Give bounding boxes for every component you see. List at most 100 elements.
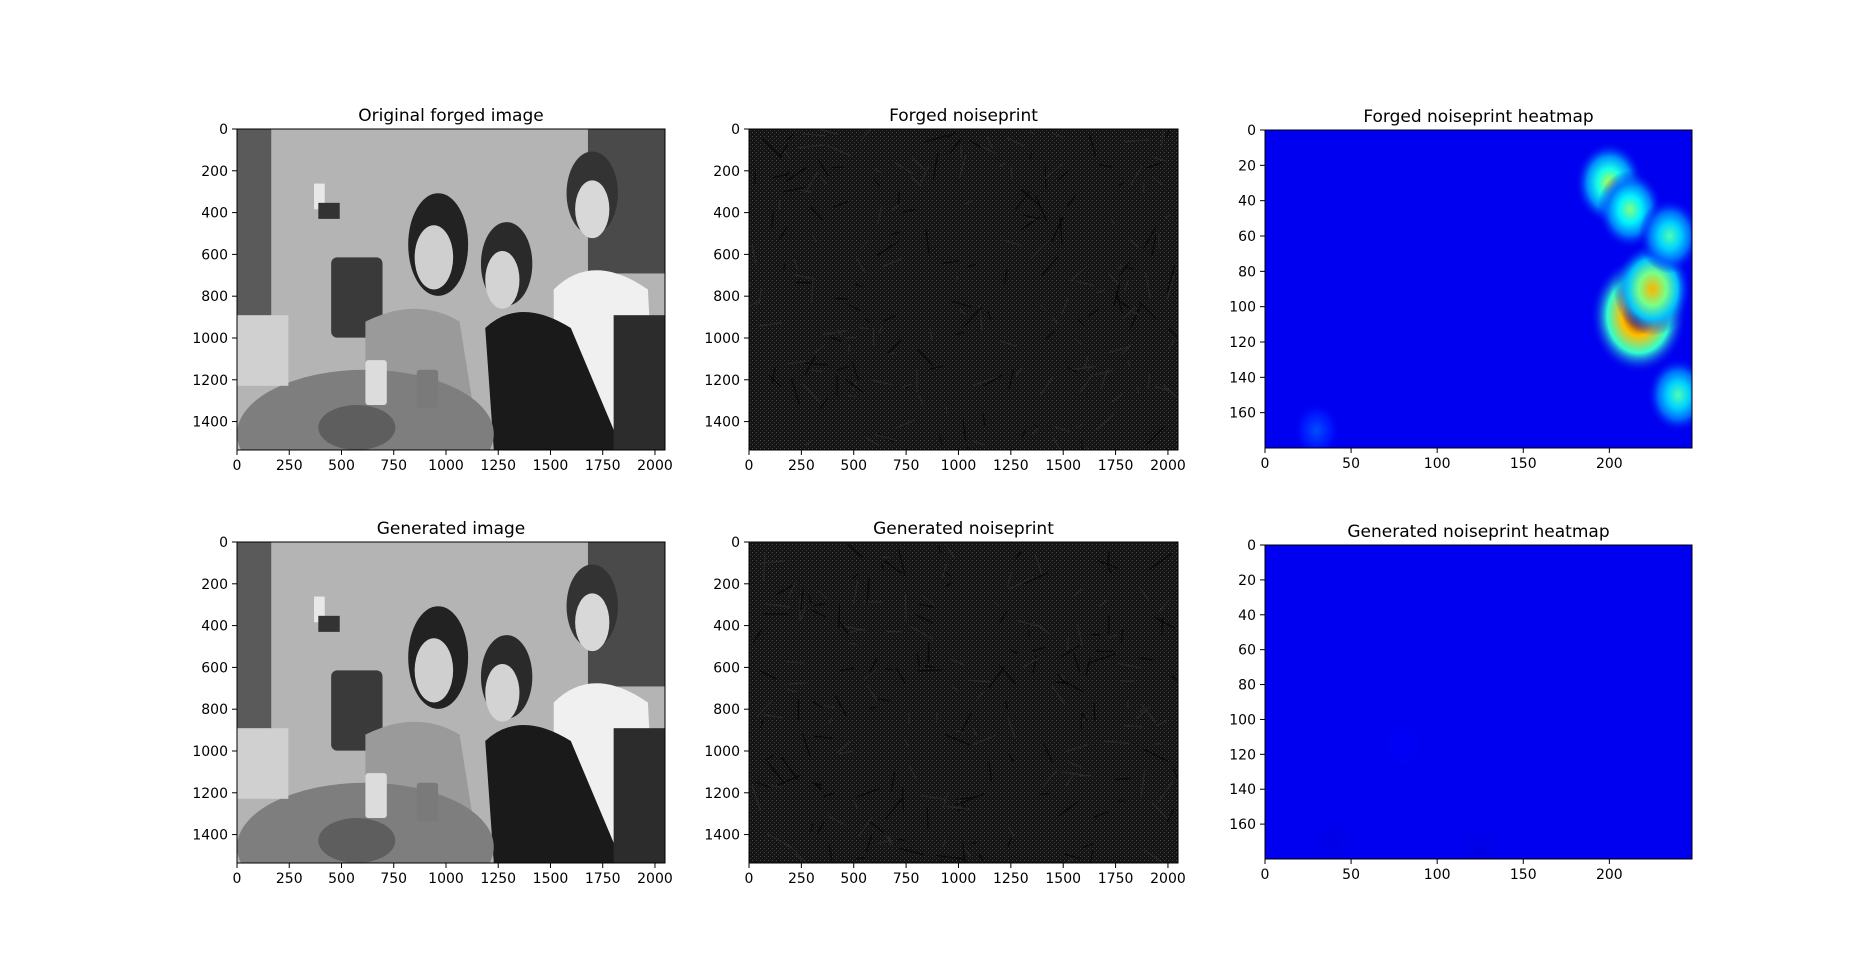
x-tick-label: 100 bbox=[1424, 456, 1451, 472]
y-tick-label: 60 bbox=[1238, 643, 1256, 659]
y-tick-label: 1200 bbox=[192, 786, 228, 802]
y-tick-label: 1000 bbox=[704, 744, 740, 760]
heatmap-hotspot bbox=[1293, 402, 1341, 448]
y-tick-label: 60 bbox=[1238, 229, 1256, 245]
x-tick-label: 250 bbox=[276, 871, 303, 887]
x-tick-label: 1000 bbox=[428, 458, 464, 474]
y-tick-label: 1400 bbox=[704, 828, 740, 844]
y-tick-label: 400 bbox=[713, 619, 740, 635]
y-tick-label: 100 bbox=[1229, 300, 1256, 316]
y-tick-label: 0 bbox=[219, 535, 228, 551]
x-tick-label: 500 bbox=[840, 458, 867, 474]
axes-frame bbox=[236, 128, 666, 451]
y-tick-label: 200 bbox=[713, 577, 740, 593]
x-tick-label: 0 bbox=[233, 871, 242, 887]
y-tick-label: 800 bbox=[713, 289, 740, 305]
subplot-original: 0 250 500 750 1000 1250 1500 1750 2000 0 200 400 600… bbox=[192, 106, 672, 474]
subplot-grid: 0 250 500 750 1000 1250 1500 1750 20000200400600… bbox=[192, 106, 1693, 887]
y-tick-label: 800 bbox=[713, 702, 740, 718]
heatmap-content bbox=[1265, 545, 1692, 859]
y-tick-label: 1400 bbox=[192, 828, 228, 844]
subplot-forged-noise: 0 250 500 750 1000 1250 1500 1750 2000 0 200 400 600… bbox=[704, 106, 1185, 474]
y-tick-label: 800 bbox=[201, 289, 228, 305]
y-tick-label: 400 bbox=[201, 619, 228, 635]
y-tick-label: 40 bbox=[1238, 194, 1256, 210]
x-tick-label: 750 bbox=[380, 871, 407, 887]
y-tick-label: 1200 bbox=[192, 373, 228, 389]
y-tick-label: 600 bbox=[713, 660, 740, 676]
y-tick-label: 20 bbox=[1238, 158, 1256, 174]
x-tick-label: 250 bbox=[276, 458, 303, 474]
subplot-generated-heat: 0 50 100 150 200 0 20 40 60 80 100 120 140 160 Generat… bbox=[1229, 522, 1693, 883]
y-tick-label: 1400 bbox=[704, 415, 740, 431]
heatmap-content bbox=[1265, 130, 1692, 448]
y-tick-label: 160 bbox=[1229, 817, 1256, 833]
y-tick-label: 1200 bbox=[704, 373, 740, 389]
subplot-title: Forged noiseprint heatmap bbox=[1363, 107, 1593, 127]
y-tick-label: 140 bbox=[1229, 370, 1256, 386]
photo-content bbox=[237, 542, 665, 863]
x-tick-label: 100 bbox=[1424, 867, 1451, 883]
x-tick-label: 1750 bbox=[1098, 871, 1134, 887]
y-tick-label: 80 bbox=[1238, 678, 1256, 694]
heatmap-hotspot bbox=[1638, 198, 1692, 274]
y-tick-label: 1200 bbox=[704, 786, 740, 802]
x-tick-label: 1250 bbox=[993, 458, 1029, 474]
x-tick-label: 1500 bbox=[1045, 458, 1081, 474]
y-tick-label: 200 bbox=[713, 164, 740, 180]
x-tick-label: 1250 bbox=[480, 458, 516, 474]
x-tick-label: 0 bbox=[1261, 456, 1270, 472]
y-tick-label: 200 bbox=[201, 577, 228, 593]
noise-content bbox=[749, 129, 1178, 450]
y-tick-label: 120 bbox=[1229, 335, 1256, 351]
x-tick-label: 750 bbox=[893, 458, 920, 474]
y-tick-label: 1000 bbox=[192, 331, 228, 347]
y-tick-label: 0 bbox=[731, 535, 740, 551]
x-tick-label: 250 bbox=[788, 871, 815, 887]
y-tick-label: 600 bbox=[201, 660, 228, 676]
photo-content bbox=[237, 129, 665, 450]
x-tick-label: 1500 bbox=[533, 871, 569, 887]
x-tick-label: 1500 bbox=[1045, 871, 1081, 887]
subplot-title: Original forged image bbox=[358, 106, 543, 126]
x-tick-label: 2000 bbox=[1150, 458, 1186, 474]
y-tick-label: 0 bbox=[1247, 123, 1256, 139]
y-tick-label: 20 bbox=[1238, 573, 1256, 589]
x-tick-label: 0 bbox=[745, 871, 754, 887]
subplot-title: Generated image bbox=[377, 519, 526, 539]
x-tick-label: 1000 bbox=[941, 871, 977, 887]
x-tick-label: 750 bbox=[380, 458, 407, 474]
x-tick-label: 50 bbox=[1342, 456, 1360, 472]
subplot-forged-heat: 0 50 100 150 200 0 20 40 60 80 100 120 140 160 Forged … bbox=[1229, 107, 1693, 472]
x-tick-label: 1000 bbox=[428, 871, 464, 887]
x-tick-label: 150 bbox=[1510, 456, 1537, 472]
x-tick-label: 1750 bbox=[585, 458, 621, 474]
x-tick-label: 500 bbox=[840, 871, 867, 887]
x-tick-label: 750 bbox=[893, 871, 920, 887]
noise-content bbox=[749, 542, 1178, 863]
y-tick-label: 160 bbox=[1229, 406, 1256, 422]
y-tick-label: 140 bbox=[1229, 782, 1256, 798]
heatmap-hotspot bbox=[1313, 817, 1355, 859]
x-tick-label: 500 bbox=[328, 458, 355, 474]
x-tick-label: 1250 bbox=[993, 871, 1029, 887]
x-tick-label: 2000 bbox=[637, 871, 673, 887]
x-tick-label: 500 bbox=[328, 871, 355, 887]
x-tick-label: 50 bbox=[1342, 867, 1360, 883]
axes-frame bbox=[1264, 544, 1693, 860]
subplot-title: Generated noiseprint bbox=[873, 519, 1054, 539]
y-tick-label: 120 bbox=[1229, 747, 1256, 763]
x-tick-label: 0 bbox=[233, 458, 242, 474]
x-tick-label: 250 bbox=[788, 458, 815, 474]
y-tick-label: 40 bbox=[1238, 608, 1256, 624]
x-tick-label: 1750 bbox=[585, 871, 621, 887]
x-tick-label: 2000 bbox=[1150, 871, 1186, 887]
heatmap-hotspot bbox=[1647, 357, 1692, 433]
y-tick-label: 400 bbox=[201, 206, 228, 222]
subplot-title: Forged noiseprint bbox=[889, 106, 1038, 126]
subplot-generated-noise: 0 250 500 750 1000 1250 1500 1750 2000 0 200 400 600… bbox=[704, 519, 1186, 887]
y-tick-label: 80 bbox=[1238, 264, 1256, 280]
y-tick-label: 800 bbox=[201, 702, 228, 718]
x-tick-label: 200 bbox=[1596, 456, 1623, 472]
